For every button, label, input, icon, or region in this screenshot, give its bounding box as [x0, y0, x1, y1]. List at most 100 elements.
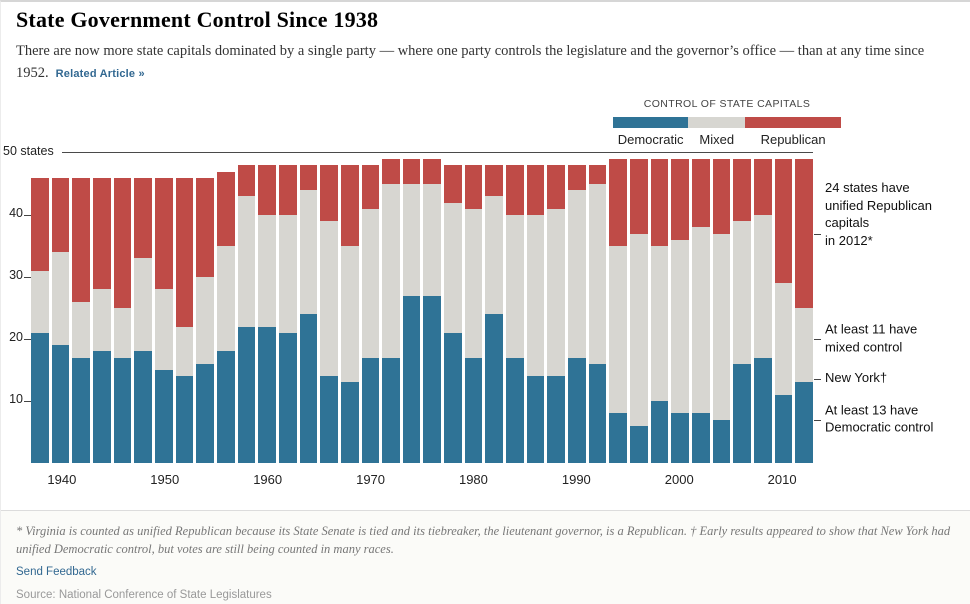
segment-republican [444, 165, 462, 203]
bar-1954 [196, 153, 214, 463]
segment-democratic [485, 314, 504, 463]
segment-democratic [175, 376, 194, 463]
segment-republican [258, 165, 276, 216]
segment-republican [175, 177, 194, 327]
segment-mixed [361, 208, 380, 358]
segment-republican [113, 177, 132, 309]
segment-republican [134, 177, 152, 259]
bar-1974 [402, 153, 421, 463]
plot-area [24, 152, 821, 463]
segment-democratic [733, 363, 751, 463]
segment-republican [402, 159, 421, 185]
segment-democratic [382, 357, 400, 463]
segment-democratic [671, 413, 689, 463]
segment-democratic [609, 413, 628, 463]
y-axis-tick [24, 401, 31, 402]
bar-1938 [31, 153, 49, 463]
bar-1948 [134, 153, 152, 463]
segment-republican [320, 165, 338, 222]
x-axis-label: 2010 [767, 472, 797, 487]
segment-democratic [423, 295, 442, 463]
bar-1990 [568, 153, 586, 463]
annotation-3: At least 13 have Democratic control [825, 402, 934, 435]
segment-mixed [340, 246, 359, 383]
annotation-tick [814, 379, 821, 381]
segment-mixed [402, 184, 421, 296]
y-axis-label: 10 [9, 392, 23, 406]
segment-republican [588, 165, 607, 185]
segment-mixed [382, 184, 400, 358]
segment-mixed [774, 283, 793, 395]
segment-mixed [650, 246, 669, 401]
send-feedback-link[interactable]: Send Feedback [16, 566, 97, 579]
y-axis-tick [24, 339, 31, 340]
y-axis-label: 40 [9, 206, 23, 220]
segment-democratic [258, 326, 276, 463]
bar-1946 [113, 153, 132, 463]
source-line: Source: National Conference of State Leg… [16, 589, 272, 602]
segment-republican [650, 159, 669, 246]
segment-mixed [444, 202, 462, 333]
segment-mixed [196, 277, 214, 364]
page-title: State Government Control Since 1938 [16, 7, 379, 32]
segment-republican [526, 165, 545, 216]
segment-republican [671, 159, 689, 240]
segment-mixed [609, 246, 628, 414]
x-axis-label: 1980 [458, 472, 488, 487]
segment-democratic [547, 376, 566, 463]
segment-republican [692, 159, 710, 228]
annotation-2: New York† [825, 370, 888, 386]
bar-1980 [464, 153, 483, 463]
related-article-link[interactable]: Related Article » [55, 68, 145, 81]
x-axis-label: 2000 [664, 472, 694, 487]
subtitle-text: There are now more state capitals domina… [16, 43, 925, 82]
segment-mixed [175, 326, 194, 377]
bar-1992 [588, 153, 607, 463]
bar-1966 [320, 153, 338, 463]
segment-mixed [671, 239, 689, 414]
segment-democratic [588, 363, 607, 463]
segment-republican [382, 159, 400, 185]
segment-mixed [464, 208, 483, 358]
x-axis-label: 1990 [561, 472, 591, 487]
y-axis-top-label: 50 states [3, 143, 62, 159]
bar-1942 [72, 153, 90, 463]
segment-democratic [237, 326, 256, 463]
footnote: * Virginia is counted as unified Republi… [16, 524, 951, 557]
segment-democratic [444, 332, 462, 463]
segment-democratic [464, 357, 483, 463]
x-axis-label: 1940 [47, 472, 77, 487]
segment-republican [51, 177, 70, 253]
segment-democratic [795, 382, 813, 463]
segment-republican [340, 165, 359, 247]
legend-label-republican: Republican [760, 132, 826, 147]
bar-1940 [51, 153, 70, 463]
bar-1984 [506, 153, 524, 463]
segment-mixed [31, 270, 49, 333]
segment-mixed [795, 308, 813, 383]
bar-1958 [237, 153, 256, 463]
bar-1972 [382, 153, 400, 463]
bar-1952 [175, 153, 194, 463]
segment-republican [237, 165, 256, 197]
bar-2002 [692, 153, 710, 463]
segment-democratic [299, 314, 318, 463]
segment-mixed [485, 196, 504, 315]
bar-2010 [774, 153, 793, 463]
segment-mixed [712, 233, 731, 420]
segment-republican [547, 165, 566, 209]
segment-republican [72, 177, 90, 302]
segment-democratic [692, 413, 710, 463]
segment-democratic [774, 394, 793, 463]
segment-mixed [630, 233, 648, 426]
bar-1944 [92, 153, 111, 463]
segment-mixed [258, 215, 276, 327]
segment-democratic [712, 419, 731, 463]
bar-1976 [423, 153, 442, 463]
x-axis-label: 1960 [253, 472, 283, 487]
segment-republican [423, 159, 442, 185]
segment-mixed [423, 184, 442, 296]
segment-mixed [299, 190, 318, 315]
segment-mixed [72, 301, 90, 358]
segment-mixed [506, 215, 524, 358]
